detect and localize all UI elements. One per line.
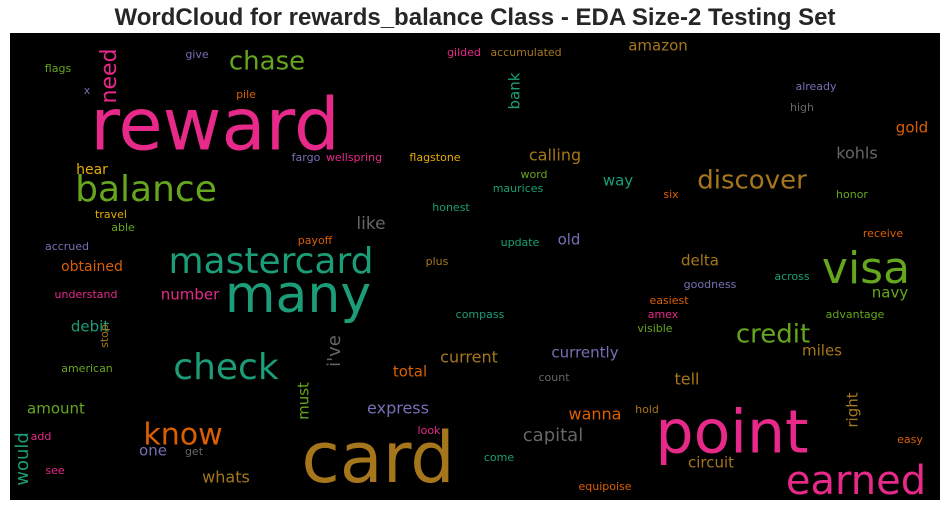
word-i-ve: i've: [324, 335, 345, 367]
word-gold: gold: [896, 119, 928, 137]
chart-title: WordCloud for rewards_balance Class - ED…: [114, 4, 836, 31]
word-gilded: gilded: [447, 46, 481, 59]
word-american: american: [61, 362, 113, 375]
word-mastercard: mastercard: [168, 241, 373, 282]
word-compass: compass: [456, 308, 505, 321]
word-know: know: [143, 418, 222, 453]
word-maurices: maurices: [493, 182, 544, 195]
word-see: see: [45, 464, 64, 477]
word-kohls: kohls: [836, 144, 877, 163]
word-balance: balance: [75, 169, 217, 210]
word-like: like: [356, 214, 385, 234]
word-visible: visible: [637, 322, 672, 335]
word-update: update: [501, 236, 540, 249]
word-accrued: accrued: [45, 240, 89, 253]
word-equipoise: equipoise: [578, 480, 631, 493]
word-amount: amount: [27, 400, 85, 418]
word-point: point: [655, 398, 808, 468]
word-old: old: [558, 231, 581, 249]
word-reward: reward: [90, 83, 339, 167]
word-debit: debit: [71, 318, 109, 336]
word-delta: delta: [681, 252, 719, 270]
word-six: six: [663, 188, 679, 201]
word-need: need: [97, 49, 122, 104]
word-look: look: [418, 424, 442, 437]
word-current: current: [440, 348, 498, 367]
word-check: check: [173, 347, 279, 388]
word-goodness: goodness: [684, 278, 737, 291]
word-pile: pile: [236, 88, 256, 101]
word-stop: stop: [98, 324, 111, 348]
wordcloud-background: [10, 33, 940, 500]
word-navy: navy: [872, 284, 909, 302]
word-card: card: [301, 417, 454, 499]
word-earned: earned: [786, 458, 926, 500]
word-get: get: [185, 445, 204, 458]
word-obtained: obtained: [61, 259, 123, 275]
word-amazon: amazon: [628, 37, 688, 55]
word-plus: plus: [426, 255, 449, 268]
word-way: way: [603, 172, 633, 190]
word-travel: travel: [95, 208, 127, 221]
word-understand: understand: [55, 288, 118, 301]
word-payoff: payoff: [298, 234, 333, 247]
word-chase: chase: [229, 47, 305, 77]
word-calling: calling: [529, 146, 581, 165]
wordcloud-canvas: reward card point many visa mastercard balance…: [10, 33, 940, 500]
word-give: give: [185, 48, 209, 61]
word-circuit: circuit: [688, 454, 734, 472]
word-fargo: fargo: [292, 151, 321, 164]
word-add: add: [31, 430, 52, 443]
word-already: already: [795, 80, 837, 93]
word-advantage: advantage: [826, 308, 885, 321]
word-would: would: [12, 432, 33, 486]
word-must: must: [295, 382, 313, 420]
word-receive: receive: [863, 227, 903, 240]
word-x: x: [84, 84, 91, 97]
word-right: right: [844, 392, 862, 427]
word-high: high: [790, 101, 814, 114]
word-count: count: [538, 371, 570, 384]
word-miles: miles: [802, 342, 842, 360]
word-honest: honest: [432, 201, 470, 214]
word-hold: hold: [635, 403, 659, 416]
word-express: express: [367, 399, 429, 418]
word-bank: bank: [506, 72, 524, 109]
word-wellspring: wellspring: [326, 151, 382, 164]
word-visa: visa: [822, 243, 910, 294]
word-come: come: [484, 451, 514, 464]
word-accumulated: accumulated: [490, 46, 561, 59]
word-amex: amex: [648, 308, 679, 321]
wordcloud-panel: reward card point many visa mastercard balance…: [10, 33, 940, 500]
word-easy: easy: [897, 433, 923, 446]
word-one: one: [139, 442, 167, 460]
word-easiest: easiest: [649, 294, 689, 307]
word-flagstone: flagstone: [409, 151, 460, 164]
word-capital: capital: [523, 425, 583, 446]
word-word: word: [520, 168, 547, 181]
word-honor: honor: [836, 188, 868, 201]
word-credit: credit: [736, 320, 810, 350]
word-flags: flags: [45, 62, 72, 75]
word-hear: hear: [76, 162, 108, 178]
word-currently: currently: [551, 344, 618, 362]
word-total: total: [393, 363, 427, 381]
word-discover: discover: [697, 166, 807, 196]
word-wanna: wanna: [569, 405, 622, 424]
word-able: able: [111, 221, 135, 234]
word-whats: whats: [202, 468, 250, 487]
word-many: many: [225, 265, 371, 325]
word-tell: tell: [674, 370, 699, 389]
word-number: number: [161, 286, 220, 304]
word-across: across: [774, 270, 810, 283]
